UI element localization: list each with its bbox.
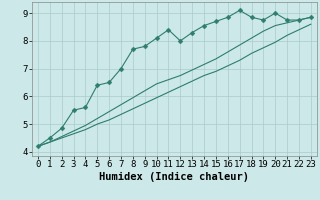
X-axis label: Humidex (Indice chaleur): Humidex (Indice chaleur) (100, 172, 249, 182)
